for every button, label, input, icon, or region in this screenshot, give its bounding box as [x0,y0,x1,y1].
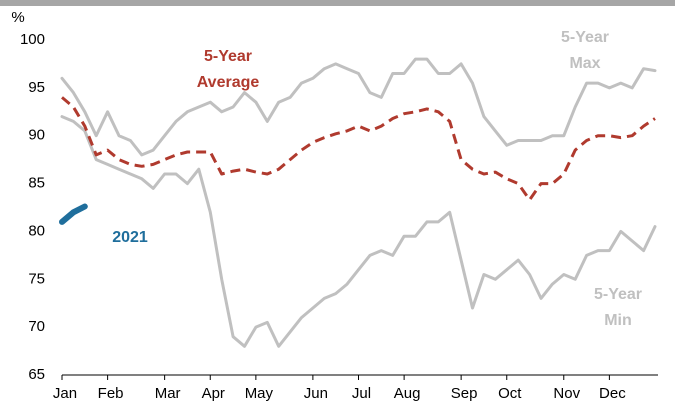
series-label: 5-Year Max [560,29,610,72]
y-tick-label: 65 [28,366,45,383]
x-tick-label: Apr [202,385,225,402]
y-tick-label: 85 [28,175,45,192]
series-line [60,115,657,348]
series-label-box: 5-Year Min [593,286,643,329]
series-label-box: 2021 [112,229,148,246]
series-label: 5-Year Average [196,48,260,91]
y-unit: % [11,9,24,26]
x-tick-label: Jul [352,385,371,402]
y-tick-label: 70 [28,318,45,335]
x-tick-label: Dec [599,385,626,402]
x-tick-label: Aug [394,385,421,402]
series-label: 2021 [112,229,148,246]
y-tick-label: 90 [28,127,45,144]
x-tick-label: Nov [553,385,580,402]
x-tick-label: Mar [155,385,181,402]
x-tick-label: Jan [53,385,77,402]
x-tick-label: Oct [498,385,522,402]
y-tick-label: 80 [28,222,45,239]
y-tick-label: 75 [28,270,45,287]
series-label-box: 5-Year Average [196,48,260,91]
top-bar [0,0,675,6]
x-tick-label: May [245,385,274,402]
x-tick-label: Sep [451,385,478,402]
x-tick-label: Feb [98,385,124,402]
series-line [59,203,88,225]
series-label: 5-Year Min [593,286,643,329]
series-label-box: 5-Year Max [560,29,610,72]
y-tick-label: 100 [20,31,45,48]
series-line [61,96,656,202]
y-tick-label: 95 [28,79,45,96]
series-line [60,57,657,157]
x-tick-label: Jun [304,385,328,402]
